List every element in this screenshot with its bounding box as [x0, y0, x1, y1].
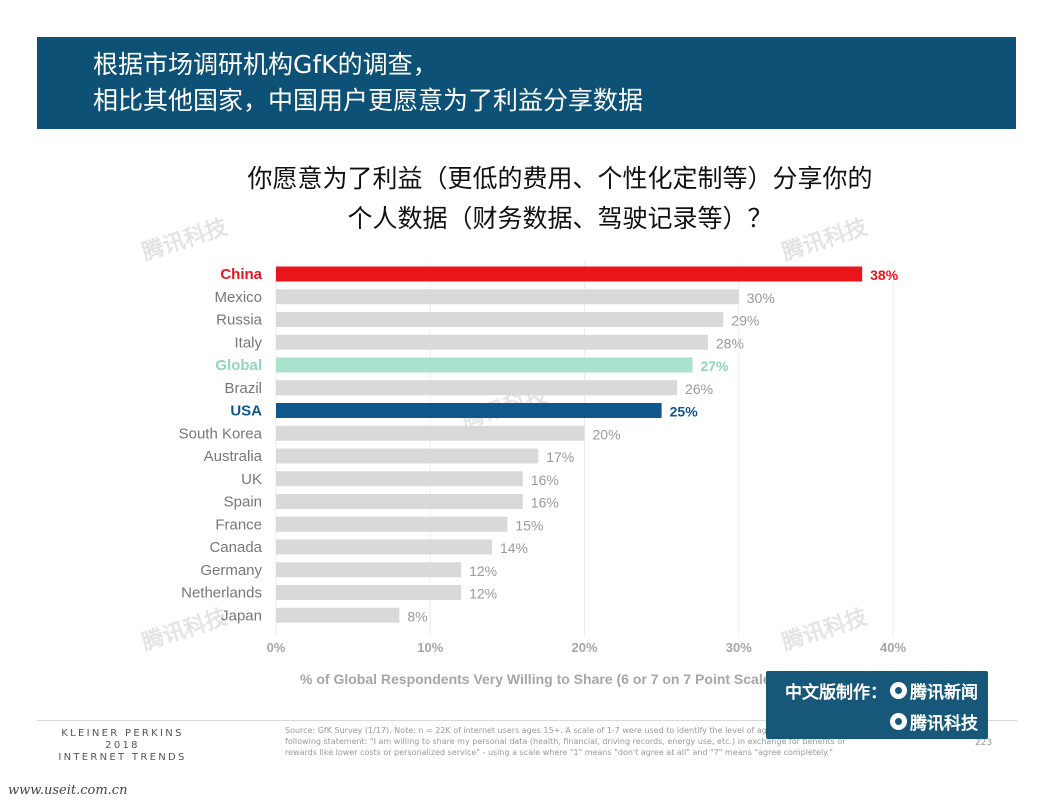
bar-china — [276, 266, 863, 282]
bar-global — [276, 357, 693, 373]
source-note: Source: GfK Survey (1/17). Note: n = 22K… — [285, 726, 846, 757]
category-label: China — [220, 266, 262, 283]
data-label: 27% — [700, 358, 729, 374]
x-axis-title: % of Global Respondents Very Willing to … — [300, 671, 775, 687]
site-url: www.useit.com.cn — [8, 783, 128, 798]
data-label: 25% — [670, 404, 699, 420]
data-label: 14% — [500, 540, 528, 556]
category-label: Italy — [234, 334, 262, 351]
category-label: Mexico — [214, 289, 262, 306]
data-label: 8% — [407, 608, 427, 624]
category-label: Spain — [224, 494, 262, 511]
data-label: 16% — [531, 495, 559, 511]
badge-brand-news: 腾讯新闻 — [910, 683, 978, 703]
bar-uk — [276, 471, 523, 487]
data-label: 38% — [870, 267, 899, 283]
kp-year: 2018 — [105, 740, 140, 751]
bar-brazil — [276, 380, 678, 396]
category-label: Australia — [204, 448, 263, 465]
category-label: France — [215, 516, 262, 533]
x-tick-label: 20% — [571, 640, 597, 655]
kp-report: INTERNET TRENDS — [58, 752, 187, 763]
data-label: 15% — [515, 517, 543, 533]
data-label: 12% — [469, 563, 497, 579]
data-label: 30% — [747, 290, 775, 306]
category-label: Russia — [216, 312, 263, 329]
category-label: Brazil — [224, 380, 262, 397]
bar-mexico — [276, 289, 739, 305]
bar-france — [276, 516, 508, 532]
bar-australia — [276, 448, 539, 464]
category-label: Canada — [209, 539, 262, 556]
category-label: USA — [230, 403, 262, 420]
question-line-1: 你愿意为了利益（更低的费用、个性化定制等）分享你的 — [247, 164, 873, 193]
x-tick-label: 0% — [267, 640, 286, 655]
bar-canada — [276, 539, 492, 555]
category-label: Japan — [221, 607, 262, 624]
badge-brand-tech: 腾讯科技 — [910, 714, 978, 734]
data-label: 29% — [731, 313, 759, 329]
category-label: South Korea — [179, 425, 263, 442]
question-line-2: 个人数据（财务数据、驾驶记录等）？ — [347, 204, 773, 233]
data-label: 17% — [546, 449, 574, 465]
category-label: Germany — [200, 562, 262, 579]
bar-usa — [276, 403, 662, 418]
bar-russia — [276, 312, 724, 327]
page-number: 223 — [975, 738, 993, 748]
tencent-badge: 中文版制作： 腾讯新闻 腾讯科技 — [766, 671, 988, 739]
bar-south-korea — [276, 425, 585, 441]
data-label: 16% — [531, 472, 559, 488]
kp-logo: KLEINER PERKINS 2018 INTERNET TRENDS — [40, 728, 205, 764]
category-label: UK — [241, 471, 262, 488]
title-line-2: 相比其他国家，中国用户更愿意为了利益分享数据 — [93, 86, 644, 115]
data-label: 20% — [593, 426, 621, 442]
footer-divider — [37, 720, 1017, 721]
data-label: 12% — [469, 586, 497, 602]
data-label: 28% — [716, 335, 744, 351]
tencent-logo-icon — [890, 713, 907, 730]
title-line-1: 根据市场调研机构GfK的调查， — [93, 50, 438, 79]
bar-germany — [276, 562, 462, 578]
tencent-logo-icon — [890, 682, 907, 699]
title-banner: 根据市场调研机构GfK的调查， 相比其他国家，中国用户更愿意为了利益分享数据 — [37, 37, 1016, 129]
bar-italy — [276, 334, 708, 350]
kp-name: KLEINER PERKINS — [61, 728, 184, 739]
bar-netherlands — [276, 585, 462, 600]
x-tick-label: 30% — [726, 640, 752, 655]
category-label: Netherlands — [181, 585, 262, 602]
bar-spain — [276, 494, 523, 509]
bar-japan — [276, 607, 400, 623]
category-label: Global — [215, 357, 262, 374]
badge-prefix: 中文版制作： — [785, 683, 887, 703]
x-tick-label: 10% — [417, 640, 443, 655]
x-tick-label: 40% — [880, 640, 906, 655]
data-label: 26% — [685, 381, 713, 397]
